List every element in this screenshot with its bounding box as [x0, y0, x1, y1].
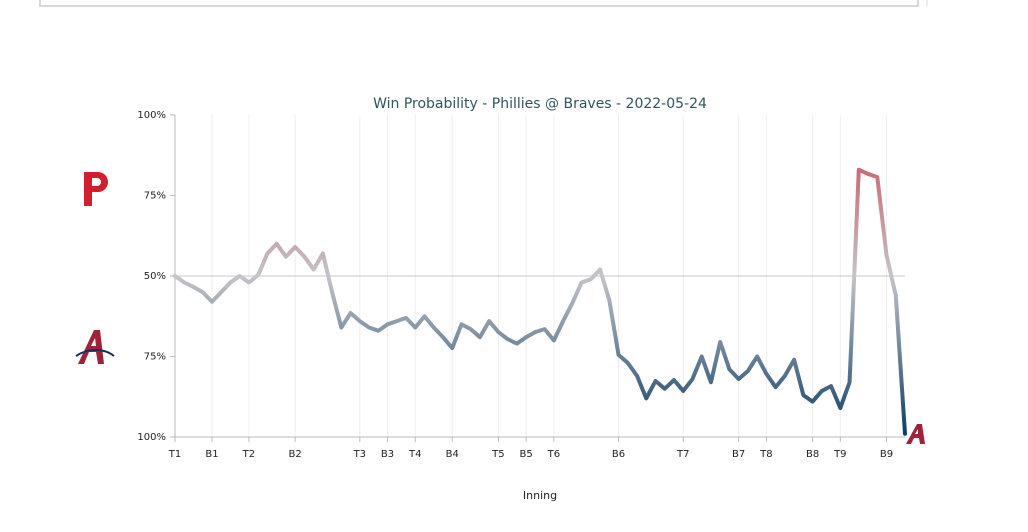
y-tick-label: 100%	[137, 432, 166, 443]
x-tick-label: T9	[833, 449, 846, 460]
x-tick-label: T4	[408, 449, 421, 460]
x-tick-label: B6	[612, 449, 625, 460]
chart-title: Win Probability - Phillies @ Braves - 20…	[373, 96, 707, 112]
win-probability-line	[173, 167, 907, 436]
y-tick-label: 75%	[144, 352, 166, 363]
x-tick-label: T6	[547, 449, 560, 460]
y-tick-label: 75%	[144, 191, 166, 202]
x-tick-label: T3	[353, 449, 366, 460]
x-tick-label: B2	[289, 449, 302, 460]
x-tick-label: B9	[880, 449, 893, 460]
x-tick-label: B5	[520, 449, 533, 460]
x-axis-label: Inning	[523, 489, 557, 502]
x-tick-label: T5	[491, 449, 504, 460]
y-tick-label: 50%	[144, 271, 166, 282]
x-tick-label: T1	[168, 449, 181, 460]
y-tick-label: 100%	[137, 110, 166, 121]
x-tick-label: T2	[242, 449, 255, 460]
x-tick-label: T7	[676, 449, 689, 460]
braves-logo	[75, 330, 115, 364]
braves-end-logo	[906, 424, 925, 444]
phillies-logo	[84, 172, 108, 206]
x-tick-label: B8	[806, 449, 819, 460]
x-tick-label: B3	[381, 449, 394, 460]
search-box	[39, 0, 919, 7]
x-tick-label: B1	[205, 449, 218, 460]
x-tick-label: T8	[759, 449, 772, 460]
x-tick-label: B4	[446, 449, 459, 460]
x-tick-label: B7	[732, 449, 745, 460]
